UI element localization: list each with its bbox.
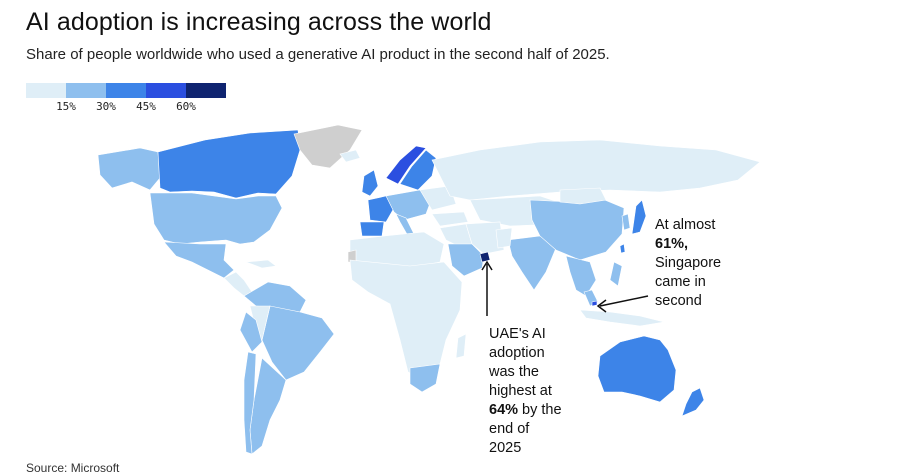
singapore-annotation-line1: At almost: [655, 217, 716, 233]
country-india: [507, 235, 557, 291]
singapore-annotation-line3: came in: [655, 274, 706, 290]
color-legend: 15% 30% 45% 60%: [26, 83, 226, 116]
uae-annotation-value: 64%: [489, 402, 519, 418]
country-south-africa: [409, 363, 441, 393]
legend-swatch-4: [146, 83, 186, 98]
region-central-america: [223, 271, 253, 297]
legend-swatch-2: [66, 83, 106, 98]
country-norway: [385, 145, 427, 185]
uae-pointer-arrowhead: [481, 260, 493, 271]
country-brazil: [261, 305, 335, 381]
country-chile: [243, 351, 257, 455]
uae-annotation-line1: UAE's AI: [489, 326, 546, 342]
country-singapore: [591, 300, 598, 307]
uae-annotation-line7: 2025: [489, 440, 522, 456]
region-caribbean: [245, 259, 277, 269]
country-mongolia: [559, 187, 607, 205]
legend-tick-labels: 15% 30% 45% 60%: [26, 100, 226, 116]
country-canada: [157, 129, 301, 199]
world-map: [97, 124, 761, 455]
country-turkey: [431, 211, 469, 227]
uae-annotation: UAE's AI adoption was the highest at 64%…: [489, 325, 562, 458]
legend-tick-60: 60%: [176, 100, 196, 113]
chart-subtitle: Share of people worldwide who used a gen…: [26, 46, 610, 63]
country-greenland: [293, 124, 363, 169]
country-new-zealand: [681, 387, 705, 417]
source-note: Source: Microsoft: [26, 461, 120, 475]
legend-tick-30: 30%: [96, 100, 116, 113]
region-eastern-europe: [419, 185, 457, 211]
singapore-annotation: At almost 61%, Singapore came in second: [655, 217, 722, 309]
legend-swatch-5: [186, 83, 226, 98]
country-philippines: [609, 261, 623, 287]
country-taiwan: [619, 243, 626, 254]
uae-annotation-line6: end of: [489, 421, 530, 437]
country-uk: [361, 169, 379, 197]
singapore-pointer-arrow: [596, 295, 649, 313]
legend-color-scale: [26, 83, 226, 98]
legend-swatch-3: [106, 83, 146, 98]
legend-tick-45: 45%: [136, 100, 156, 113]
legend-swatch-1: [26, 83, 66, 98]
uae-annotation-line2: adoption: [489, 345, 545, 361]
uae-annotation-line5: by the: [518, 402, 562, 418]
singapore-annotation-line2: Singapore: [655, 255, 722, 271]
country-russia: [431, 139, 761, 201]
uae-annotation-line3: was the: [489, 364, 539, 380]
region-sub-saharan-africa: [349, 259, 463, 381]
country-mexico: [163, 241, 235, 279]
country-iran: [465, 221, 505, 255]
legend-tick-15: 15%: [56, 100, 76, 113]
country-indonesia: [579, 309, 665, 327]
country-alaska: [97, 147, 161, 191]
country-madagascar: [455, 333, 467, 359]
country-saudi-arabia: [447, 243, 485, 277]
country-france: [367, 195, 395, 223]
country-australia: [597, 335, 677, 403]
country-sweden-finland: [399, 149, 437, 191]
country-iceland: [339, 149, 361, 163]
singapore-annotation-value: 61%: [655, 236, 685, 252]
country-spain: [359, 221, 385, 237]
uae-annotation-line4: highest at: [489, 383, 552, 399]
country-peru: [239, 311, 263, 353]
singapore-annotation-line4: second: [655, 293, 702, 309]
country-japan: [631, 199, 647, 235]
region-south-asia: [495, 227, 513, 249]
country-korea: [621, 213, 631, 231]
chart-title: AI adoption is increasing across the wor…: [26, 8, 492, 36]
country-uae: [479, 251, 491, 263]
country-usa: [149, 192, 283, 245]
